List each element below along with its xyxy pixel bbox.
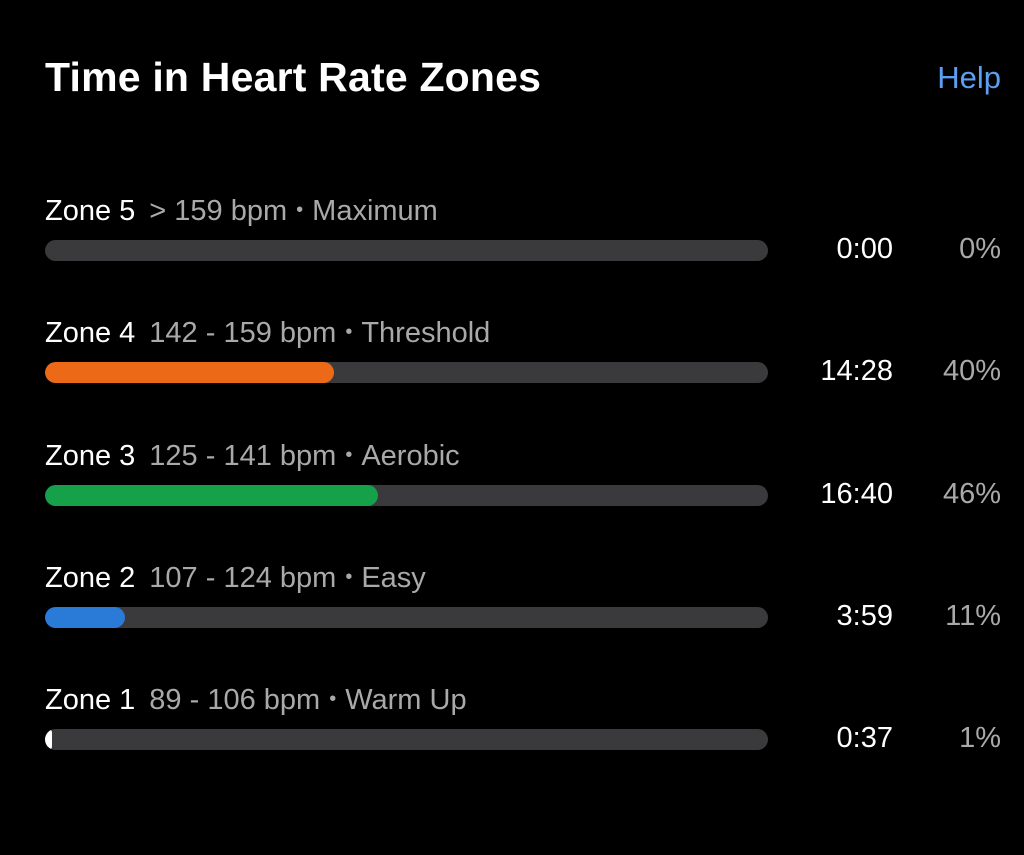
zone-progress-fill [45, 362, 334, 383]
zone-progress-bar [45, 607, 768, 628]
zone-name: Zone 5 [45, 195, 136, 227]
zone-label: Zone 5 > 159 bpm • Maximum [45, 193, 438, 232]
zone-description: Threshold [361, 317, 491, 349]
zone-row-5: Zone 5 > 159 bpm • Maximum 0:00 0% [45, 193, 1001, 293]
zone-range: 125 - 141 bpm [149, 440, 337, 472]
zone-time: 0:00 [836, 233, 893, 265]
zone-row-2: Zone 2 107 - 124 bpm • Easy 3:59 11% [45, 560, 1001, 660]
zone-label: Zone 2 107 - 124 bpm • Easy [45, 560, 426, 599]
separator-dot: • [345, 444, 353, 466]
zone-progress-bar [45, 362, 768, 383]
separator-dot: • [296, 199, 304, 221]
zone-progress-fill [45, 607, 125, 628]
zone-row-1: Zone 1 89 - 106 bpm • Warm Up 0:37 1% [45, 682, 1001, 782]
zone-progress-bar [45, 240, 768, 261]
zone-row-3: Zone 3 125 - 141 bpm • Aerobic 16:40 46% [45, 438, 1001, 538]
zone-range: 142 - 159 bpm [149, 317, 337, 349]
zone-description: Maximum [312, 195, 438, 227]
zone-range: 107 - 124 bpm [149, 562, 337, 594]
separator-dot: • [345, 321, 353, 343]
header: Time in Heart Rate Zones Help [45, 48, 1001, 108]
zone-percent: 46% [942, 478, 1001, 510]
zone-percent: 11% [945, 600, 1001, 632]
separator-dot: • [329, 688, 337, 710]
zone-description: Aerobic [361, 440, 460, 472]
zone-progress-fill [45, 729, 52, 750]
zone-time: 14:28 [820, 355, 893, 387]
zone-percent: 0% [959, 233, 1001, 265]
zone-description: Easy [361, 562, 426, 594]
zone-progress-bar [45, 485, 768, 506]
zone-time: 3:59 [836, 600, 893, 632]
zone-label: Zone 4 142 - 159 bpm • Threshold [45, 315, 490, 354]
page-title: Time in Heart Rate Zones [45, 54, 542, 100]
help-link[interactable]: Help [937, 60, 1001, 95]
zone-time: 0:37 [836, 722, 893, 754]
zone-description: Warm Up [345, 684, 467, 716]
zone-progress-bar [45, 729, 768, 750]
zone-percent: 40% [942, 355, 1001, 387]
zone-label: Zone 3 125 - 141 bpm • Aerobic [45, 438, 460, 477]
zone-name: Zone 3 [45, 440, 136, 472]
zone-name: Zone 2 [45, 562, 136, 594]
zone-name: Zone 1 [45, 684, 136, 716]
zone-range: 89 - 106 bpm [149, 684, 321, 716]
zone-time: 16:40 [820, 478, 893, 510]
zone-range: > 159 bpm [149, 195, 288, 227]
zone-row-4: Zone 4 142 - 159 bpm • Threshold 14:28 40% [45, 315, 1001, 415]
zone-progress-fill [45, 485, 378, 506]
zone-label: Zone 1 89 - 106 bpm • Warm Up [45, 682, 467, 721]
zone-name: Zone 4 [45, 317, 136, 349]
separator-dot: • [345, 566, 353, 588]
zone-percent: 1% [959, 722, 1001, 754]
